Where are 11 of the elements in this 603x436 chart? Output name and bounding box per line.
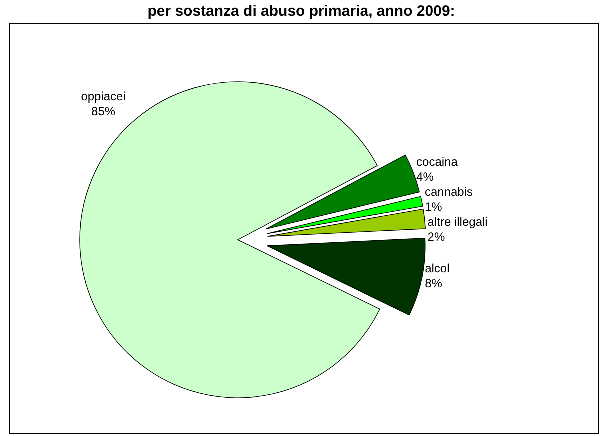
slice-label: altre illegali	[428, 215, 488, 230]
data-label: 4%	[416, 170, 434, 184]
chart-title: per sostanza di abuso primaria, anno 2009:	[148, 3, 456, 20]
data-label: 8%	[425, 276, 443, 290]
data-label: 85%	[92, 104, 116, 118]
slice-label: oppiacei	[81, 89, 126, 104]
slice-label: alcol	[425, 261, 450, 276]
slice-label: cocaina	[416, 155, 458, 170]
slice-label: cannabis	[424, 185, 474, 200]
data-label: 2%	[428, 230, 446, 244]
data-label: 1%	[424, 200, 443, 214]
